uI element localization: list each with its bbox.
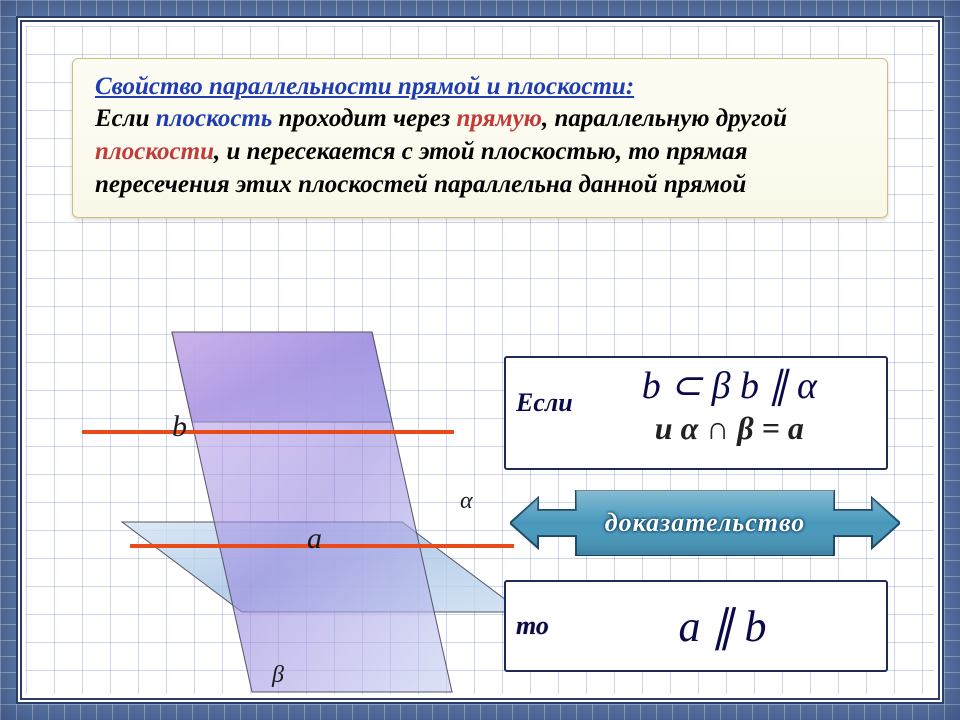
- label-a: a: [307, 522, 322, 556]
- t-a: Если: [95, 105, 156, 132]
- proof-label: доказательство: [605, 508, 806, 538]
- condition-card: Если b ⊂ β b ∥ α и α ∩ β = a: [504, 356, 888, 470]
- t-c: проходит через: [272, 105, 456, 132]
- result-formula: a ∥ b: [569, 601, 876, 652]
- theorem-body: Если плоскость проходит через прямую, па…: [95, 102, 865, 201]
- label-beta: β: [272, 662, 284, 689]
- theorem-title: Свойство параллельности прямой и плоскос…: [95, 73, 626, 100]
- then-label: то: [516, 611, 549, 641]
- slide-frame: Свойство параллельности прямой и плоскос…: [16, 16, 944, 704]
- t-f: плоскости: [95, 138, 214, 165]
- proof-banner[interactable]: доказательство: [510, 490, 900, 556]
- t-d: прямую: [457, 105, 542, 132]
- t-e: , параллельную другой: [542, 105, 787, 132]
- cond2-main: α ∩ β = a: [681, 410, 804, 446]
- condition-line2: и α ∩ β = a: [583, 410, 876, 447]
- condition-line1: b ⊂ β b ∥ α: [583, 364, 876, 410]
- title-colon: :: [626, 73, 634, 100]
- cond2-prefix: и: [655, 410, 681, 446]
- conclusion-card: то a ∥ b: [504, 580, 888, 672]
- label-b: b: [172, 410, 187, 444]
- geometry-diagram: b a α β: [62, 322, 542, 712]
- t-b: плоскость: [156, 105, 273, 132]
- label-alpha: α: [460, 488, 473, 515]
- theorem-text-card: Свойство параллельности прямой и плоскос…: [72, 58, 888, 218]
- if-label: Если: [516, 364, 573, 418]
